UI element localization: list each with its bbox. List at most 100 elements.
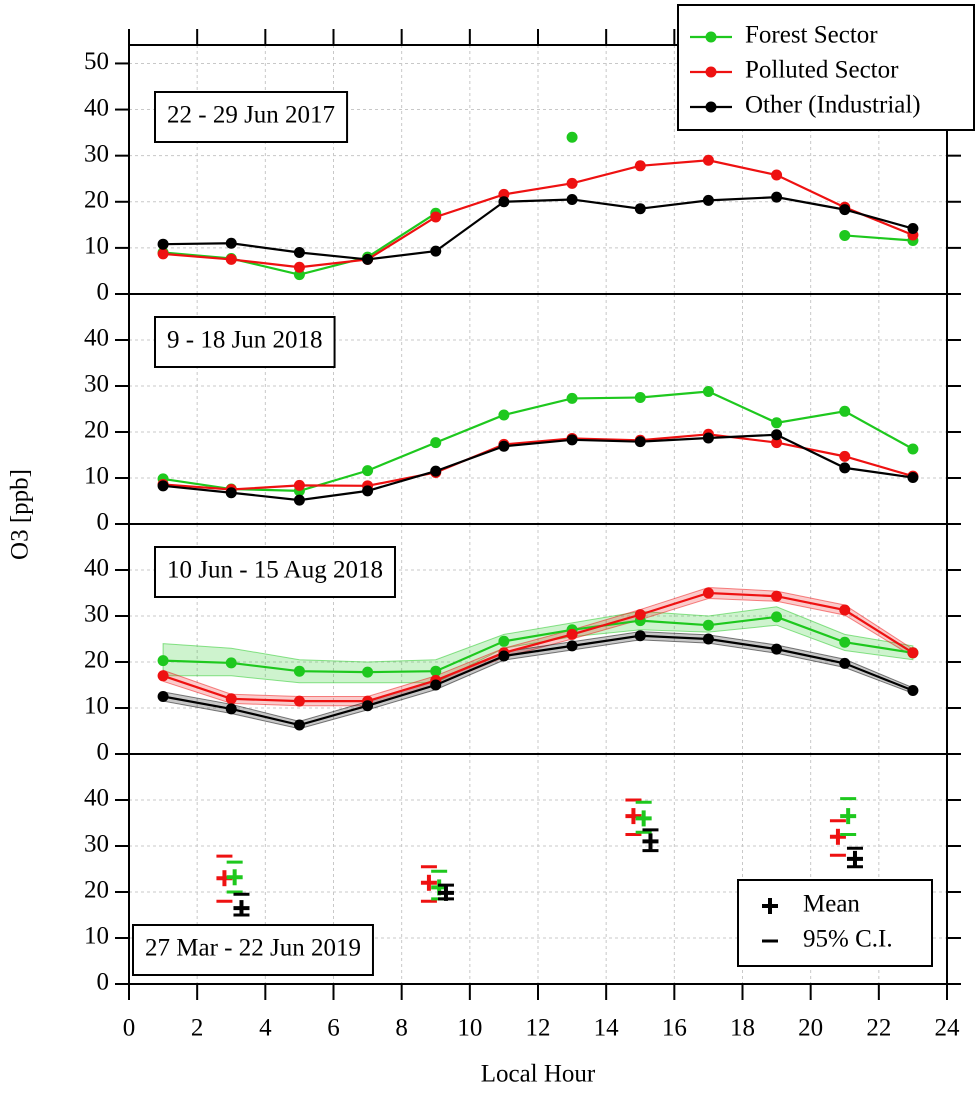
data-point — [293, 479, 305, 491]
data-point — [839, 204, 851, 216]
data-point — [225, 703, 237, 715]
data-point — [430, 245, 442, 257]
y-tick-label: 10 — [84, 463, 109, 490]
data-point — [907, 223, 919, 235]
y-tick-label: 0 — [97, 969, 110, 996]
data-point — [771, 437, 783, 449]
legend-label: 95% C.I. — [803, 926, 893, 953]
legend-marker — [705, 31, 717, 43]
data-point — [293, 494, 305, 506]
data-point — [293, 261, 305, 273]
data-point — [839, 657, 851, 669]
data-point — [430, 679, 442, 691]
ci-band — [162, 606, 914, 684]
legend-marker — [705, 101, 717, 113]
series-line — [162, 159, 914, 269]
data-point — [771, 191, 783, 203]
panel-label-text: 22 - 29 Jun 2017 — [167, 102, 335, 129]
panel-label: 9 - 18 Jun 2018 — [154, 316, 336, 368]
panel-label-box — [132, 924, 374, 976]
x-tick-label: 12 — [526, 1015, 551, 1042]
data-point — [702, 619, 714, 631]
data-point — [839, 405, 851, 417]
data-point — [702, 633, 714, 645]
data-point — [430, 665, 442, 677]
data-point — [225, 657, 237, 669]
y-tick-label: 30 — [84, 371, 109, 398]
legend-label: Other (Industrial) — [745, 92, 921, 119]
data-point — [293, 247, 305, 258]
data-point — [771, 429, 783, 441]
x-tick-label: 24 — [935, 1015, 961, 1042]
panel-label-box — [154, 316, 336, 368]
data-point — [498, 635, 510, 647]
data-point — [362, 485, 374, 497]
y-tick-label: 10 — [84, 693, 109, 720]
grid — [129, 45, 947, 984]
series-line — [163, 196, 914, 261]
x-tick-label: 22 — [866, 1015, 891, 1042]
x-tick-label: 4 — [259, 1015, 272, 1042]
plot-area — [157, 131, 919, 917]
legend: Mean 95% C.I. — [737, 879, 933, 967]
y-tick-label: 20 — [84, 877, 109, 904]
y-tick-label: 20 — [84, 417, 109, 444]
y-tick-label: 40 — [84, 555, 109, 582]
y-tick-label: 40 — [84, 325, 109, 352]
data-point — [839, 462, 851, 474]
data-point — [634, 392, 646, 403]
y-tick-label: 50 — [84, 48, 109, 75]
panel-label-text: 9 - 18 Jun 2018 — [167, 327, 323, 354]
data-point — [771, 417, 783, 429]
y-tick-label: 0 — [97, 279, 110, 306]
panel-label-box — [154, 546, 396, 598]
data-point — [430, 211, 442, 223]
y-tick-label: 10 — [84, 233, 109, 260]
data-point — [157, 655, 169, 667]
data-point — [293, 665, 305, 677]
panel-label-text: 27 Mar - 22 Jun 2019 — [145, 935, 361, 962]
y-tick-label: 10 — [84, 923, 109, 950]
legend-marker — [705, 66, 717, 78]
x-tick-label: 8 — [395, 1015, 408, 1042]
data-point — [702, 432, 714, 444]
panel-label: 27 Mar - 22 Jun 2019 — [132, 924, 374, 976]
legend-label: Mean — [803, 891, 860, 918]
data-point — [430, 465, 442, 477]
x-tick-label: 14 — [594, 1015, 620, 1042]
panel-label-box — [154, 91, 349, 143]
data-point — [839, 604, 851, 616]
data-point — [839, 229, 851, 241]
series-line — [163, 433, 914, 491]
y-tick-label: 20 — [84, 187, 109, 214]
data-point — [907, 472, 919, 484]
panel-label: 22 - 29 Jun 2017 — [154, 91, 349, 143]
data-point — [225, 253, 237, 265]
data-point — [362, 700, 374, 712]
legend-box — [677, 4, 975, 131]
panel-1 — [157, 386, 919, 506]
data-point — [702, 587, 714, 599]
y-tick-label: 40 — [84, 94, 109, 121]
axes: 0 10 20 30 40 50 0 10 20 30 40 0 10 20 30 40 0 10 20 30 40 0 2… — [84, 29, 961, 1042]
data-point — [566, 177, 578, 189]
data-point — [907, 647, 919, 659]
data-point — [634, 630, 646, 642]
data-point — [907, 685, 919, 697]
x-tick-label: 2 — [191, 1015, 204, 1042]
data-point — [702, 194, 714, 206]
data-point — [157, 248, 169, 260]
y-tick-label: 30 — [84, 601, 109, 628]
series-line — [162, 433, 914, 502]
panel-3 — [216, 797, 863, 917]
y-tick-label: 20 — [84, 647, 109, 674]
data-point — [634, 203, 646, 215]
data-point — [771, 590, 783, 602]
panel-label: 10 Jun - 15 Aug 2018 — [154, 546, 396, 598]
data-point — [157, 480, 169, 492]
data-point — [225, 237, 237, 249]
data-point — [566, 392, 578, 404]
x-axis-label: Local Hour — [481, 1061, 596, 1088]
series-line — [162, 390, 914, 492]
data-point — [225, 487, 237, 499]
